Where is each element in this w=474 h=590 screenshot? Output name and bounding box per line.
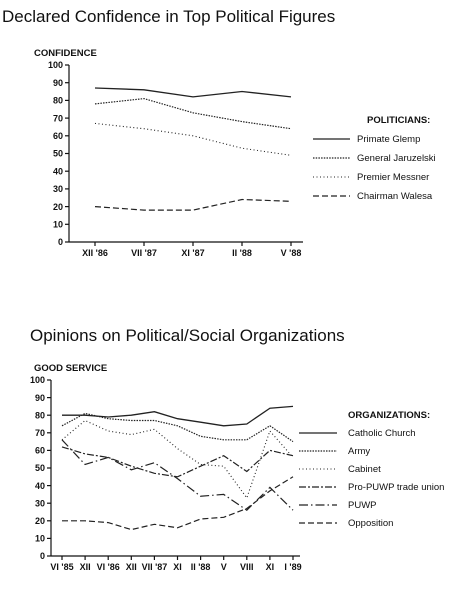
- y-tick-label: 40: [53, 166, 63, 176]
- legend-entry: Army: [348, 446, 370, 457]
- chart-2-title: Opinions on Political/Social Organizatio…: [30, 326, 345, 345]
- y-tick-label: 70: [53, 113, 63, 123]
- y-tick-label: 10: [53, 220, 63, 230]
- chart-2-ylabel: GOOD SERVICE: [34, 363, 107, 374]
- x-tick-label: V: [221, 562, 227, 572]
- legend-title: POLITICIANS:: [367, 115, 430, 126]
- series-line-5: [61, 439, 294, 511]
- x-tick-label: II '88: [232, 248, 252, 258]
- x-tick-label: VI '86: [97, 562, 120, 572]
- y-tick-label: 0: [58, 237, 63, 247]
- x-tick-label: VII '87: [142, 562, 168, 572]
- legend-entry: Primate Glemp: [357, 134, 420, 145]
- legend-entry: Pro-PUWP trade union: [348, 482, 444, 493]
- chart-1-title: Declared Confidence in Top Political Fig…: [2, 7, 335, 26]
- x-tick-label: VII '87: [131, 248, 157, 258]
- legend-title: ORGANIZATIONS:: [348, 410, 430, 421]
- y-tick-label: 90: [53, 78, 63, 88]
- x-tick-label: II '88: [191, 562, 211, 572]
- x-tick-label: I '89: [284, 562, 301, 572]
- y-tick-label: 70: [35, 428, 45, 438]
- legend-entry: General Jaruzelski: [357, 153, 436, 164]
- x-tick-label: XII '86: [82, 248, 108, 258]
- legend-entry: Cabinet: [348, 464, 381, 475]
- series-line-4: [61, 446, 294, 478]
- y-tick-label: 30: [53, 184, 63, 194]
- series-line-4: [94, 198, 292, 211]
- series-line-1: [94, 87, 292, 98]
- series-line-6: [62, 476, 294, 531]
- y-tick-label: 80: [35, 410, 45, 420]
- y-tick-label: 0: [40, 551, 45, 561]
- y-tick-label: 100: [30, 375, 45, 385]
- legend-entry: Chairman Walesa: [357, 191, 433, 202]
- y-tick-label: 60: [53, 131, 63, 141]
- y-tick-label: 10: [35, 534, 45, 544]
- y-tick-label: 20: [35, 516, 45, 526]
- x-tick-label: XI: [173, 562, 182, 572]
- y-tick-label: 50: [35, 463, 45, 473]
- y-tick-label: 20: [53, 202, 63, 212]
- chart-1-ylabel: CONFIDENCE: [34, 48, 97, 59]
- legend-entry: Catholic Church: [348, 428, 416, 439]
- x-tick-label: XI '87: [181, 248, 204, 258]
- legend-entry: Premier Messner: [357, 172, 429, 183]
- series-line-2: [94, 97, 292, 130]
- x-tick-label: XII: [80, 562, 91, 572]
- y-tick-label: 90: [35, 393, 45, 403]
- legend-entry: PUWP: [348, 500, 377, 511]
- y-tick-label: 50: [53, 149, 63, 159]
- y-tick-label: 80: [53, 96, 63, 106]
- x-tick-label: VIII: [240, 562, 254, 572]
- y-tick-label: 60: [35, 446, 45, 456]
- y-tick-label: 40: [35, 481, 45, 491]
- series-line-2: [61, 412, 294, 443]
- series-line-3: [94, 122, 292, 156]
- legend-entry: Opposition: [348, 518, 393, 529]
- x-tick-label: VI '85: [50, 562, 73, 572]
- x-tick-label: XII: [126, 562, 137, 572]
- y-tick-label: 30: [35, 498, 45, 508]
- x-tick-label: XI: [266, 562, 275, 572]
- y-tick-label: 100: [48, 60, 63, 70]
- chart-1: 0 10 20 30 40 50 60 70 80 90 100 XII '86 VII '87 XI '…: [48, 60, 436, 258]
- x-tick-label: V '88: [281, 248, 302, 258]
